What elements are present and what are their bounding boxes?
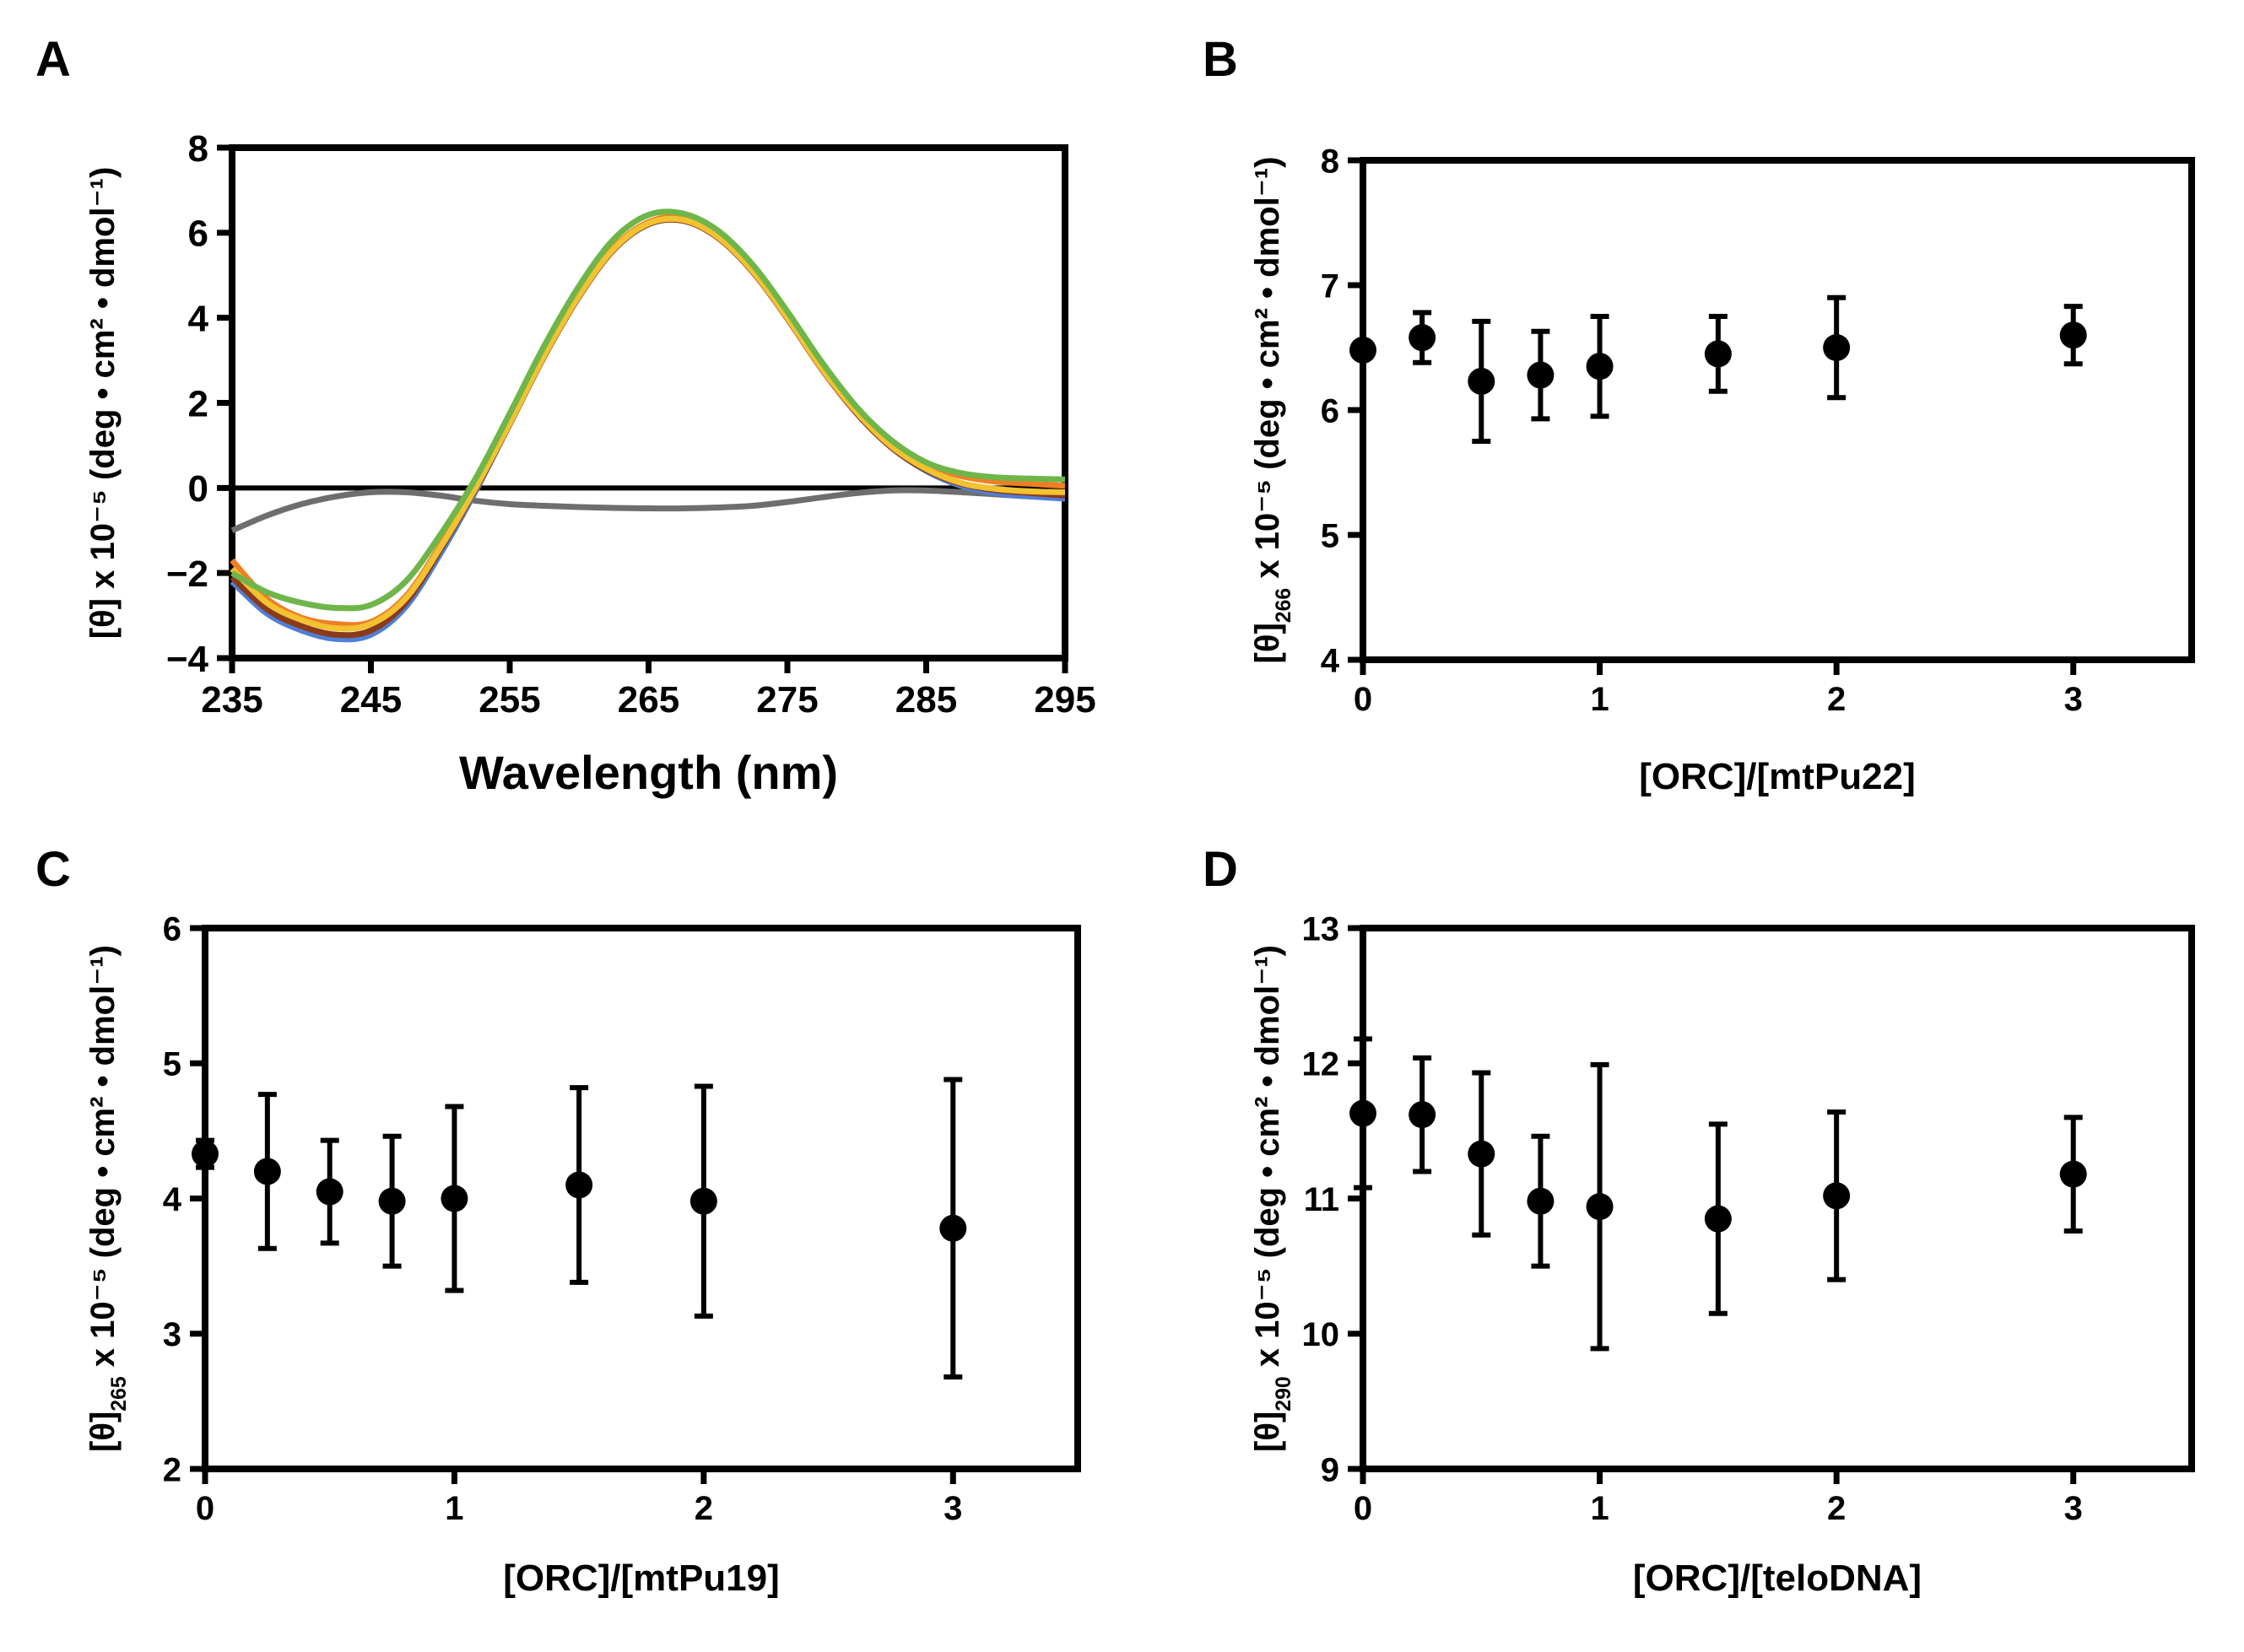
data-point xyxy=(1527,1187,1555,1215)
y-tick-label: −2 xyxy=(166,553,208,595)
y-tick-label: 6 xyxy=(163,910,181,947)
x-tick-label: 2 xyxy=(695,1490,713,1527)
y-tick-label: 11 xyxy=(1304,1181,1339,1218)
data-point xyxy=(1409,1101,1436,1129)
x-tick-label: 285 xyxy=(895,679,957,721)
data-point xyxy=(565,1171,593,1199)
y-tick-label: 8 xyxy=(1321,143,1339,180)
data-point xyxy=(1527,361,1555,389)
data-point xyxy=(253,1158,281,1185)
x-tick-label: 265 xyxy=(618,679,679,721)
series-line-blue xyxy=(230,216,1066,643)
y-tick-label: 2 xyxy=(188,383,208,424)
series-line-orange xyxy=(230,213,1066,629)
x-tick-label: 3 xyxy=(2064,1490,2083,1527)
y-tick-label: 5 xyxy=(163,1046,181,1083)
series-line-brown xyxy=(230,216,1066,639)
data-point xyxy=(316,1178,343,1206)
data-point xyxy=(1468,367,1495,395)
x-tick-label: 1 xyxy=(1590,681,1609,718)
y-tick-label: 10 xyxy=(1302,1316,1340,1353)
data-point xyxy=(192,1140,219,1168)
x-tick-label: 295 xyxy=(1034,679,1095,721)
y-tick-label: 13 xyxy=(1302,910,1340,947)
panel-label: A xyxy=(35,32,71,87)
x-tick-label: 275 xyxy=(756,679,818,721)
x-tick-label: 235 xyxy=(201,679,262,721)
x-tick-label: 0 xyxy=(1354,681,1372,718)
series-line-yellow xyxy=(230,215,1066,632)
x-tick-label: 2 xyxy=(1827,1490,1846,1527)
y-axis-label: [θ]265 x 10⁻⁵ (deg • cm² • dmol⁻¹) xyxy=(84,945,131,1452)
plot-frame xyxy=(1360,925,2195,1472)
data-point xyxy=(1409,324,1436,352)
data-point xyxy=(2059,321,2087,349)
panel-c: C 2 3 4 5 6 0 1 2 3 [ORC]/[mtPu19] [θ]265 x 10⁻⁵ (d… xyxy=(35,842,1081,1599)
y-tick-label: 6 xyxy=(1321,392,1339,429)
y-tick-label: 4 xyxy=(163,1181,182,1218)
x-tick-label: 1 xyxy=(1590,1490,1609,1527)
data-point xyxy=(1468,1140,1495,1168)
data-point xyxy=(441,1185,468,1212)
data-point xyxy=(1823,334,1851,361)
x-axis-label: [ORC]/[teloDNA] xyxy=(1633,1558,1922,1599)
y-axis-label: [θ]290 x 10⁻⁵ (deg • cm² • dmol⁻¹) xyxy=(1249,945,1295,1452)
data-point xyxy=(1704,340,1732,368)
y-tick-label: 6 xyxy=(188,213,208,255)
y-tick-label: 4 xyxy=(1321,642,1340,679)
x-axis-label: [ORC]/[mtPu19] xyxy=(503,1558,780,1599)
panel-label: B xyxy=(1203,32,1238,87)
y-tick-label: 5 xyxy=(1321,517,1339,554)
data-point xyxy=(689,1187,717,1215)
y-axis-label: [θ]266 x 10⁻⁵ (deg • cm² • dmol⁻¹) xyxy=(1249,157,1295,664)
x-tick-label: 3 xyxy=(2064,681,2083,718)
x-tick-label: 255 xyxy=(479,679,540,721)
y-axis-label: [θ] x 10⁻⁵ (deg • cm² • dmol⁻¹) xyxy=(84,167,122,640)
y-tick-label: 0 xyxy=(188,468,208,510)
x-tick-label: 2 xyxy=(1827,681,1846,718)
panel-a: A −4 −2 0 2 4 6 8 235 245 255 265 275 285 295 Wavelengt… xyxy=(35,32,1096,799)
y-tick-label: 2 xyxy=(163,1451,181,1488)
x-tick-label: 0 xyxy=(196,1490,214,1527)
data-point xyxy=(378,1187,406,1215)
x-tick-label: 1 xyxy=(445,1490,463,1527)
series-line-gray xyxy=(230,487,1066,533)
x-tick-label: 0 xyxy=(1354,1490,1372,1527)
data-point xyxy=(1349,1099,1376,1127)
series-line-green xyxy=(230,208,1066,612)
y-tick-label: −4 xyxy=(166,639,209,680)
x-tick-label: 3 xyxy=(944,1490,962,1527)
y-tick-label: 7 xyxy=(1321,267,1339,305)
plot-frame xyxy=(1360,157,2195,663)
data-point xyxy=(2059,1160,2087,1188)
panel-label: C xyxy=(35,842,71,897)
y-tick-label: 9 xyxy=(1321,1451,1339,1488)
y-tick-label: 3 xyxy=(163,1316,181,1353)
data-point xyxy=(1586,353,1614,381)
data-point xyxy=(1823,1182,1851,1210)
data-point xyxy=(1704,1205,1732,1233)
data-point xyxy=(1349,336,1376,364)
data-point xyxy=(939,1214,967,1242)
y-tick-label: 4 xyxy=(188,299,209,340)
panel-label: D xyxy=(1203,842,1238,897)
x-axis-label: Wavelength (nm) xyxy=(459,746,838,799)
data-point xyxy=(1586,1193,1614,1221)
x-axis-label: [ORC]/[mtPu22] xyxy=(1639,756,1916,797)
panel-b: B 4 5 6 7 8 0 1 2 3 [ORC]/[mtPu22] [θ]266 x 10⁻⁵ (d… xyxy=(1203,32,2195,797)
y-tick-label: 12 xyxy=(1302,1046,1340,1083)
x-tick-label: 245 xyxy=(340,679,402,721)
y-tick-label: 8 xyxy=(188,128,208,170)
